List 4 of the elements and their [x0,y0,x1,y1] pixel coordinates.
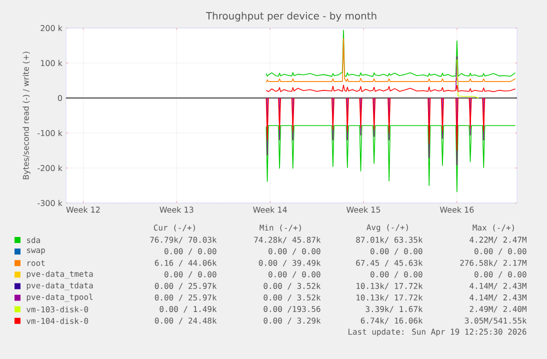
line-series [456,59,480,98]
line-series [266,30,516,77]
chart-title: Throughput per device - by month [206,12,376,22]
line-series [266,84,516,92]
